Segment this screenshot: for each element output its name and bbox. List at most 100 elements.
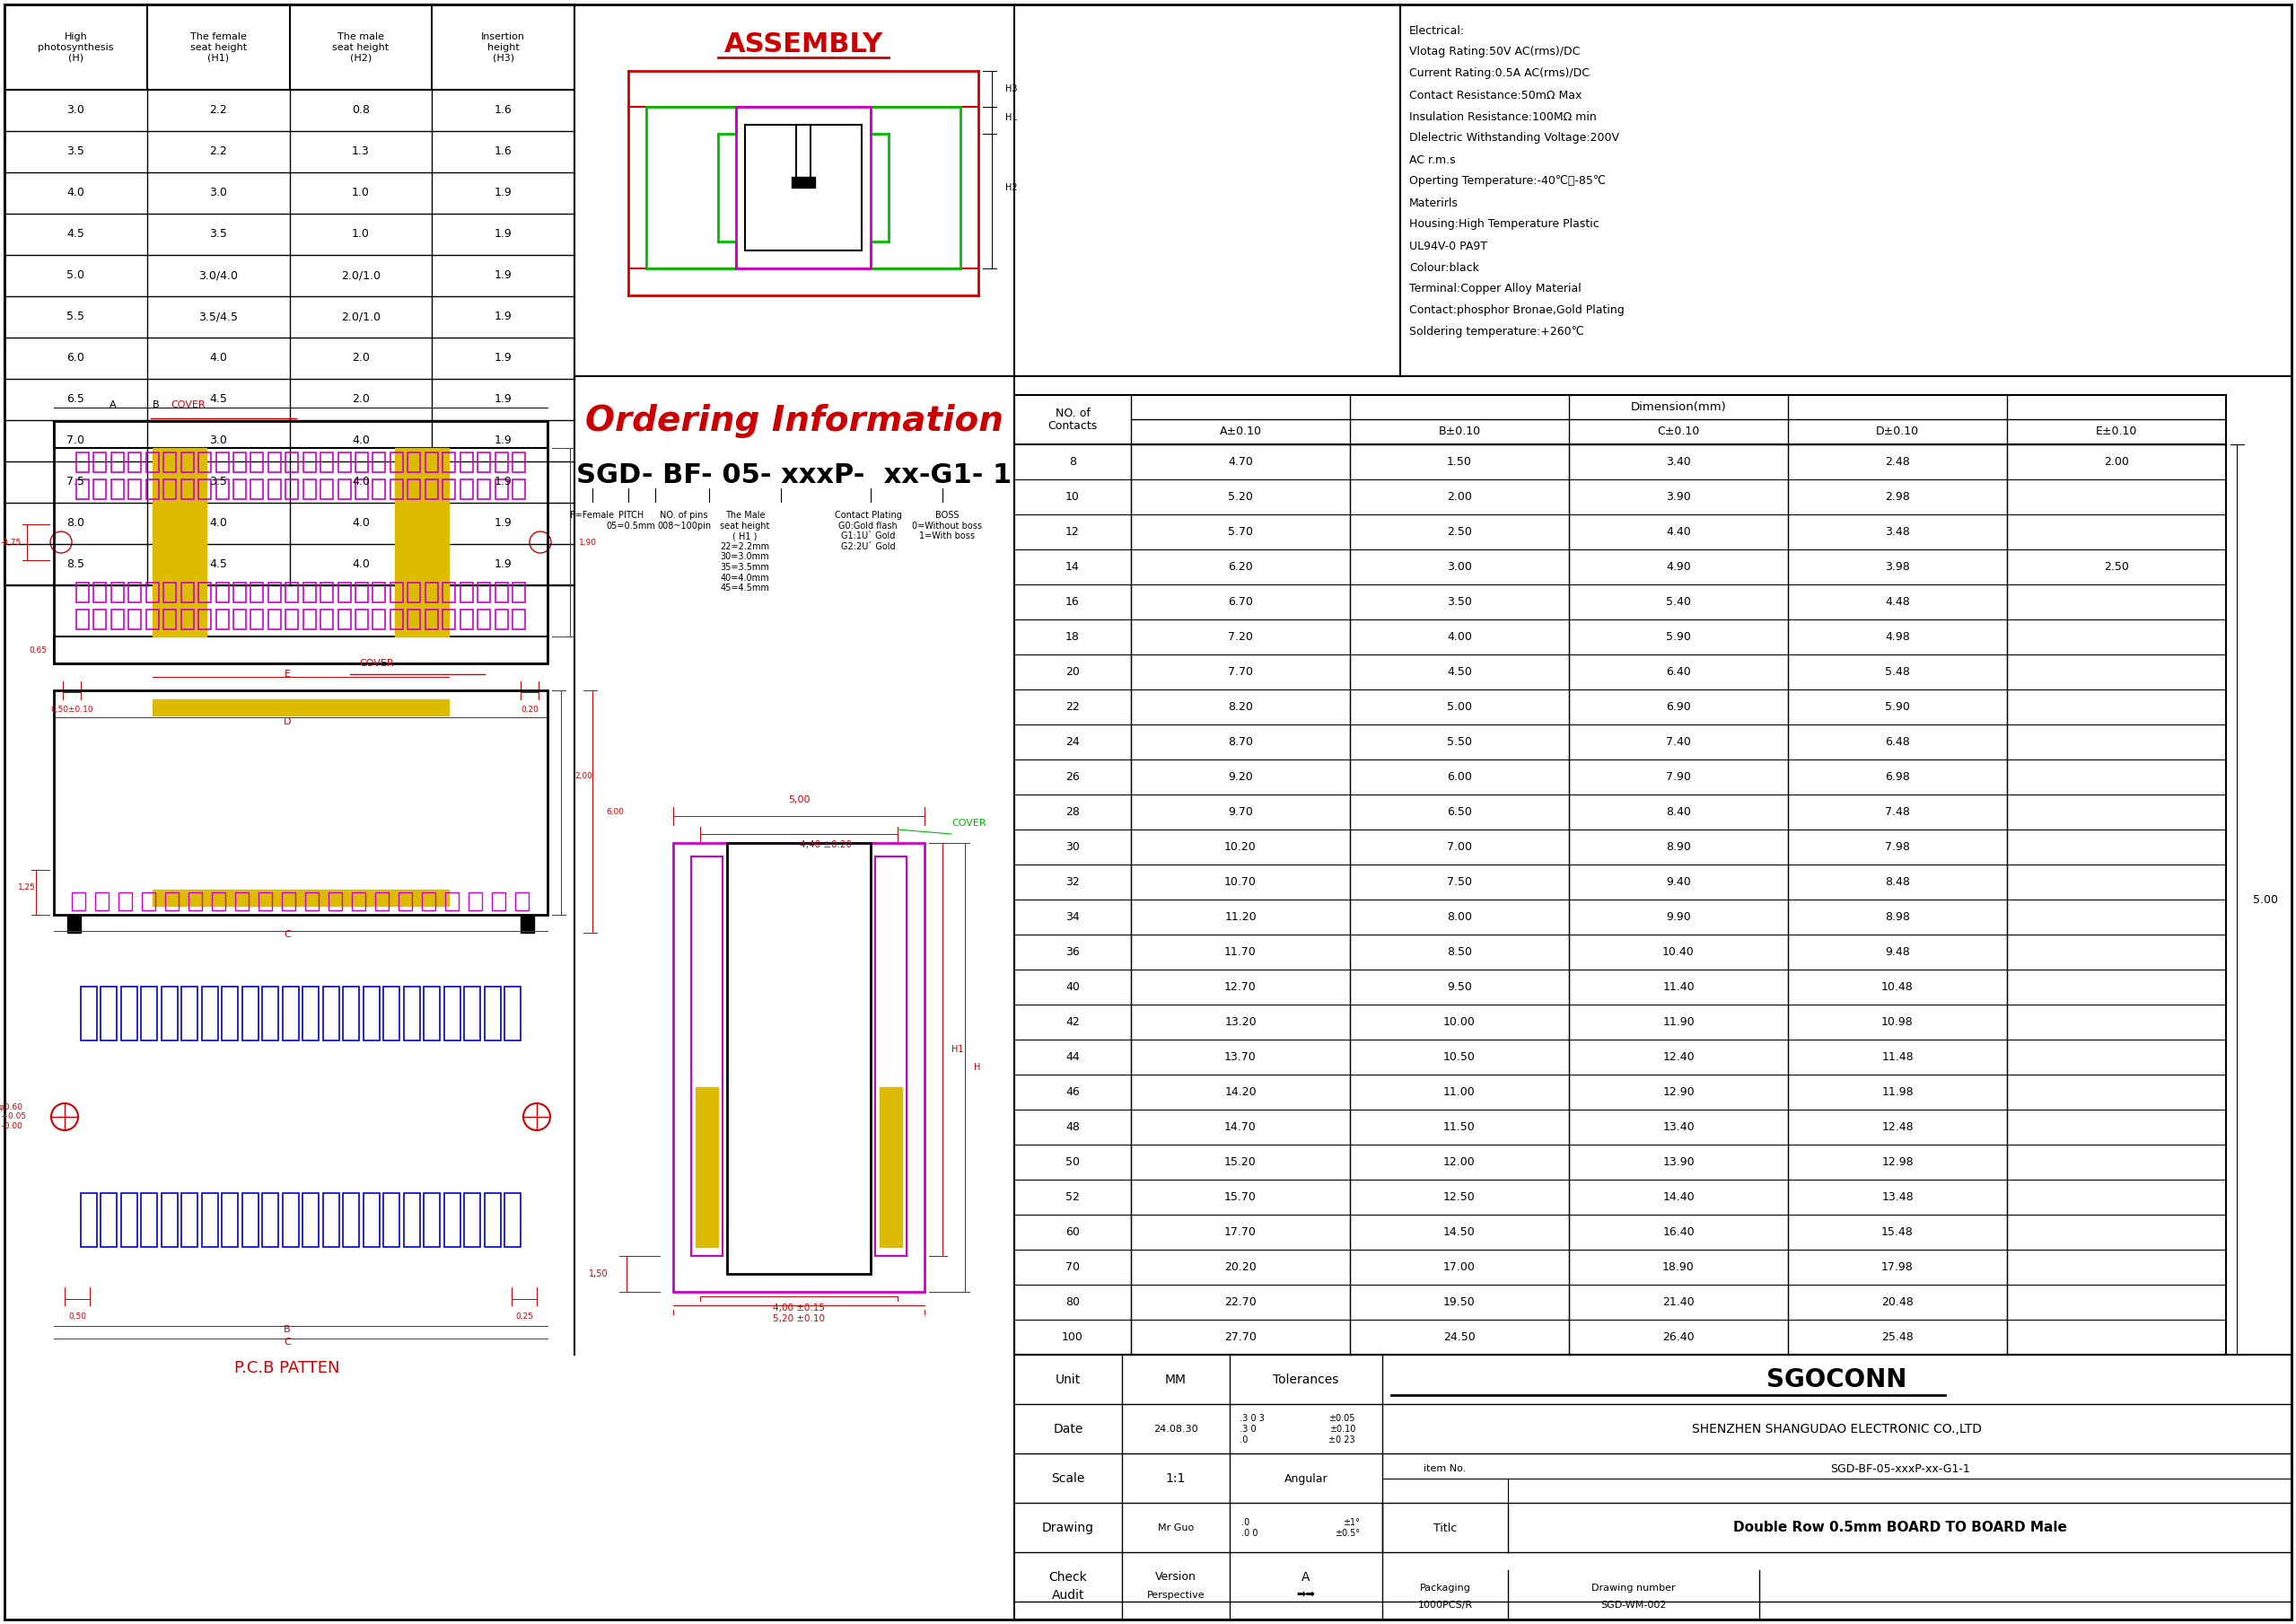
Text: 22: 22 — [1065, 702, 1079, 713]
Text: ±0.05
±0.10
±0 23: ±0.05 ±0.10 ±0 23 — [1329, 1415, 1355, 1444]
Text: 70: 70 — [1065, 1262, 1079, 1273]
Text: 20.48: 20.48 — [1880, 1296, 1913, 1307]
Bar — [94, 453, 106, 473]
Bar — [216, 609, 227, 630]
Text: 8.20: 8.20 — [1228, 702, 1254, 713]
Bar — [161, 987, 177, 1041]
Bar — [129, 453, 142, 473]
Bar — [76, 583, 90, 603]
Bar — [163, 453, 177, 473]
Text: Contact Plating
G0:Gold flash
G1:1U` Gold
G2:2U` Gold: Contact Plating G0:Gold flash G1:1U` Gol… — [833, 512, 902, 551]
Bar — [122, 987, 138, 1041]
Bar — [67, 914, 80, 932]
Text: 7.0: 7.0 — [67, 435, 85, 447]
Bar — [161, 1194, 177, 1247]
Text: SGOCONN: SGOCONN — [1766, 1367, 1908, 1392]
Bar — [119, 892, 131, 911]
Bar — [409, 479, 420, 499]
Text: 5.70: 5.70 — [1228, 526, 1254, 538]
Bar — [147, 453, 158, 473]
Text: 44: 44 — [1065, 1051, 1079, 1064]
Text: 8.70: 8.70 — [1228, 736, 1254, 747]
Text: 0,50±0.10: 0,50±0.10 — [51, 706, 94, 715]
Text: 1.0: 1.0 — [351, 229, 370, 240]
Text: 3.00: 3.00 — [1446, 560, 1472, 573]
Bar — [53, 421, 546, 664]
Text: 11.48: 11.48 — [1880, 1051, 1913, 1064]
Bar — [211, 892, 225, 911]
Text: 2.98: 2.98 — [1885, 490, 1910, 503]
Text: Vlotag Rating:50V AC(rms)/DC: Vlotag Rating:50V AC(rms)/DC — [1410, 45, 1580, 58]
Bar — [514, 892, 528, 911]
Text: 12.70: 12.70 — [1224, 981, 1256, 992]
Text: 8.50: 8.50 — [1446, 947, 1472, 958]
Bar — [142, 1194, 158, 1247]
Bar — [147, 609, 158, 630]
Text: 1.9: 1.9 — [494, 187, 512, 198]
Bar — [234, 609, 246, 630]
Bar — [223, 1194, 239, 1247]
Text: 28: 28 — [1065, 806, 1079, 818]
Bar — [202, 1194, 218, 1247]
Text: 48: 48 — [1065, 1121, 1079, 1134]
Text: SGD- BF- 05- xxxP-  xx-G1- 1: SGD- BF- 05- xxxP- xx-G1- 1 — [576, 461, 1013, 487]
Text: 0,25: 0,25 — [514, 1312, 533, 1320]
Bar — [464, 987, 480, 1041]
Text: Operting Temperature:-40℃｀-85℃: Operting Temperature:-40℃｀-85℃ — [1410, 175, 1605, 187]
Text: PITCH
05=0.5mm: PITCH 05=0.5mm — [606, 512, 657, 529]
Text: 4.50: 4.50 — [1446, 666, 1472, 677]
Bar — [338, 479, 351, 499]
Text: 4.48: 4.48 — [1885, 596, 1910, 607]
Text: 10.40: 10.40 — [1662, 947, 1694, 958]
Bar — [282, 1194, 298, 1247]
Text: 7.00: 7.00 — [1446, 841, 1472, 853]
Text: ±1°
±0.5°: ±1° ±0.5° — [1334, 1518, 1359, 1538]
Text: 4.00: 4.00 — [1446, 632, 1472, 643]
Text: 26: 26 — [1065, 771, 1079, 783]
Bar — [321, 609, 333, 630]
Bar — [53, 637, 546, 664]
Text: 4,40 ±0.20: 4,40 ±0.20 — [799, 840, 852, 849]
Text: 14.50: 14.50 — [1444, 1226, 1476, 1237]
Bar — [372, 479, 386, 499]
Text: 26.40: 26.40 — [1662, 1332, 1694, 1343]
Bar — [110, 609, 124, 630]
Bar — [443, 987, 459, 1041]
Text: 1.9: 1.9 — [494, 435, 512, 447]
Bar — [101, 987, 117, 1041]
Text: 15.48: 15.48 — [1880, 1226, 1913, 1237]
Bar — [374, 892, 388, 911]
Bar — [282, 892, 296, 911]
Bar — [356, 583, 367, 603]
Text: 5.50: 5.50 — [1446, 736, 1472, 747]
Bar — [512, 583, 526, 603]
Text: 2.48: 2.48 — [1885, 456, 1910, 468]
Text: A: A — [110, 401, 117, 409]
Text: 4.5: 4.5 — [209, 393, 227, 406]
Bar — [110, 453, 124, 473]
Bar — [737, 107, 870, 268]
Text: 8.90: 8.90 — [1667, 841, 1690, 853]
Text: Dlelectric Withstanding Voltage:200V: Dlelectric Withstanding Voltage:200V — [1410, 133, 1619, 145]
Bar — [234, 453, 246, 473]
Text: 2.0: 2.0 — [351, 352, 370, 364]
Text: 3.0/4.0: 3.0/4.0 — [197, 270, 239, 281]
Bar — [338, 453, 351, 473]
Text: Dimension(mm): Dimension(mm) — [1630, 401, 1727, 412]
Bar — [94, 609, 106, 630]
Bar — [459, 609, 473, 630]
Bar — [496, 609, 507, 630]
Text: Check: Check — [1049, 1570, 1088, 1583]
Bar — [875, 856, 907, 1255]
Text: 4.90: 4.90 — [1667, 560, 1690, 573]
Bar — [303, 987, 319, 1041]
Text: 11.90: 11.90 — [1662, 1017, 1694, 1028]
Text: 10.50: 10.50 — [1444, 1051, 1476, 1064]
Text: 5.48: 5.48 — [1885, 666, 1910, 677]
Text: 3.5: 3.5 — [209, 229, 227, 240]
Bar — [165, 892, 179, 911]
Bar — [356, 453, 367, 473]
Bar — [197, 479, 211, 499]
Bar — [792, 177, 815, 188]
Text: 1:1: 1:1 — [1166, 1473, 1185, 1484]
